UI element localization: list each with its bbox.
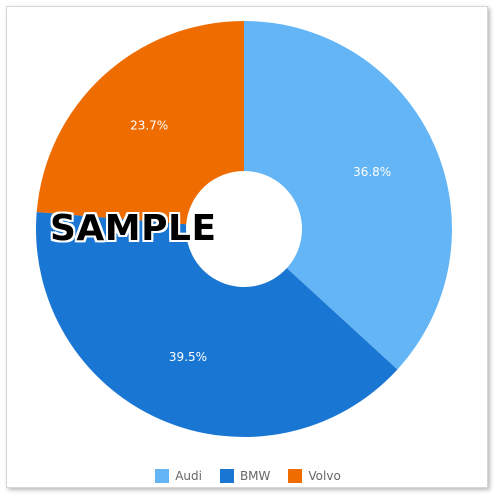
legend-item-volvo[interactable]: Volvo: [288, 469, 341, 483]
legend-label-bmw: BMW: [239, 469, 271, 483]
slice-bmw[interactable]: [36, 212, 398, 438]
chart-legend: Audi BMW Volvo: [0, 469, 496, 483]
legend-swatch-volvo: [288, 469, 303, 483]
sample-watermark: SAMPLE: [50, 208, 217, 249]
legend-swatch-bmw: [219, 469, 234, 483]
slice-audi[interactable]: [244, 21, 453, 370]
legend-label-volvo: Volvo: [308, 469, 341, 483]
slice-label-bmw: 39.5%: [169, 350, 207, 364]
legend-label-audi: Audi: [175, 469, 202, 483]
legend-swatch-audi: [155, 469, 170, 483]
slice-volvo[interactable]: [36, 21, 245, 225]
legend-item-bmw[interactable]: BMW: [219, 469, 271, 483]
slice-label-volvo: 23.7%: [130, 119, 168, 133]
slice-label-audi: 36.8%: [353, 165, 391, 179]
legend-item-audi[interactable]: Audi: [155, 469, 202, 483]
